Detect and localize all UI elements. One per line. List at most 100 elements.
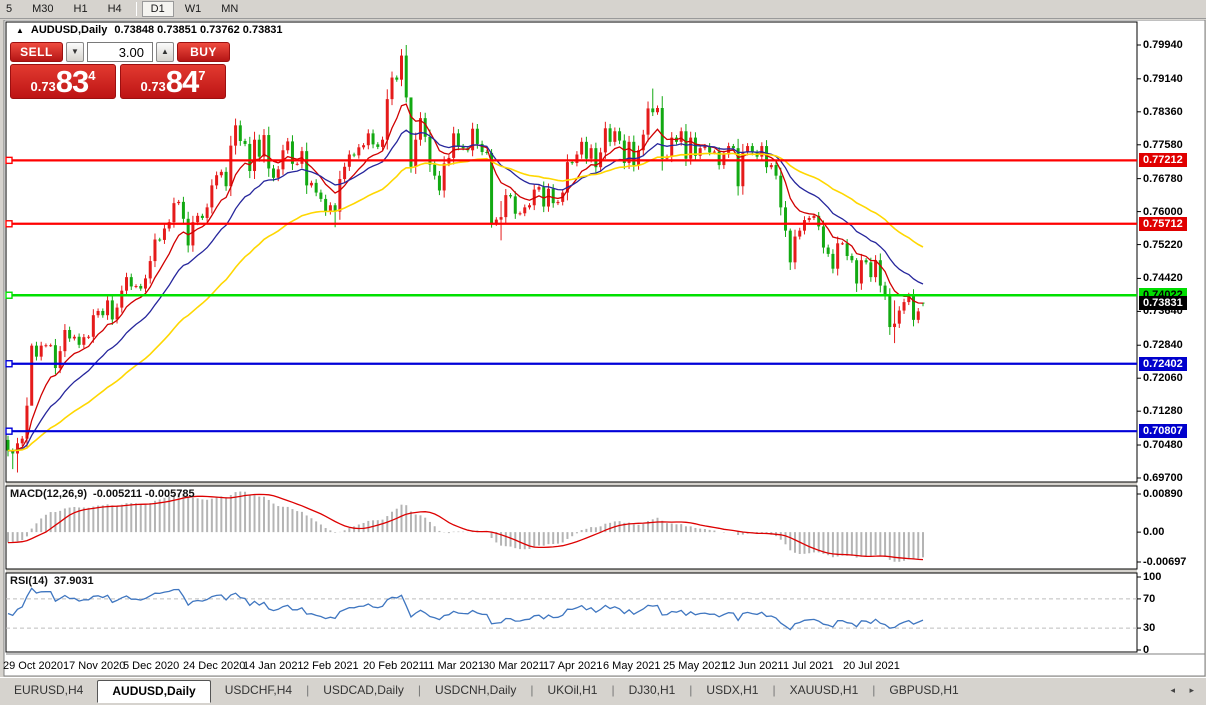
price-tick: 0.76780 (1143, 172, 1183, 185)
timeframe-button-d1[interactable]: D1 (141, 1, 174, 17)
price-tick: 0.76000 (1143, 205, 1183, 218)
ma-line-slow (7, 152, 924, 452)
date-label: 30 Mar 2021 (483, 660, 545, 672)
hline-price-badge: 0.77212 (1139, 153, 1187, 168)
volume-input[interactable] (87, 42, 153, 62)
hline-price-badge: 0.72402 (1139, 356, 1187, 371)
timeframe-button-h1[interactable]: H1 (73, 3, 88, 15)
hline-handle (5, 427, 13, 435)
rsi-name: RSI(14) (10, 575, 48, 587)
rsi-panel (6, 587, 1137, 631)
tab-gbpusd-h1[interactable]: GBPUSD,H1 (889, 683, 959, 697)
macd-tick: 0.00 (1143, 526, 1165, 539)
timeframe-button-5[interactable]: 5 (6, 3, 13, 15)
price-tick: 0.77580 (1143, 138, 1183, 151)
buy-button[interactable]: BUY (177, 42, 230, 62)
date-label: 25 May 2021 (663, 660, 727, 672)
timeframe-button-m30[interactable]: M30 (32, 3, 54, 15)
time-axis[interactable]: 29 Oct 2020 17 Nov 2020 5 Dec 2020 24 Dec 2… (0, 654, 1137, 676)
price-tick: 0.79940 (1143, 39, 1183, 51)
tab-scroll-arrows[interactable]: ◂ ▸ (1170, 685, 1200, 695)
sell-price-sup: 4 (88, 68, 96, 83)
chart-title: ▲ AUDUSD,Daily 0.73848 0.73851 0.73762 0… (16, 24, 283, 36)
tab-audusd-daily[interactable]: AUDUSD,Daily (97, 680, 211, 703)
toolbar-separator (135, 2, 137, 16)
rsi-line (7, 587, 924, 631)
buy-price-panel[interactable]: 0.73 84 7 (120, 64, 226, 99)
tab-separator: | (772, 683, 776, 697)
macd-signal-line (7, 493, 924, 561)
sell-price-big: 83 (55, 64, 89, 99)
rsi-indicator-label: RSI(14) 37.9031 (10, 575, 94, 587)
macd-values: -0.005211 -0.005785 (93, 488, 195, 500)
chart-canvas[interactable] (0, 20, 1206, 677)
rsi-tick: 0 (1143, 644, 1150, 656)
timeframe-button-mn[interactable]: MN (221, 3, 239, 15)
ma-lines (7, 103, 924, 452)
chart-region: ▲ AUDUSD,Daily 0.73848 0.73851 0.73762 0… (0, 20, 1206, 677)
symbol-tabbar: EURUSD,H4 AUDUSD,Daily USDCHF,H4 | USDCAD,Da… (0, 677, 1206, 705)
date-label: 20 Feb 2021 (363, 660, 425, 672)
chart-ohlc-values: 0.73848 0.73851 0.73762 0.73831 (114, 24, 283, 36)
macd-indicator-label: MACD(12,26,9) -0.005211 -0.005785 (10, 488, 195, 500)
chart-symbol-label: AUDUSD,Daily (30, 24, 108, 36)
sell-button[interactable]: SELL (10, 42, 63, 62)
date-label: 17 Nov 2020 (63, 660, 126, 672)
volume-decrease-button[interactable]: ▼ (66, 42, 84, 62)
macd-panel (7, 491, 924, 562)
timeframe-button-w1[interactable]: W1 (184, 3, 202, 15)
tab-separator: | (306, 683, 310, 697)
tab-xauusd-h1[interactable]: XAUUSD,H1 (789, 683, 859, 697)
sell-price-panel[interactable]: 0.73 83 4 (10, 64, 116, 99)
date-label: 17 Apr 2021 (543, 660, 603, 672)
hline-price-badge: 0.70807 (1139, 424, 1187, 439)
date-label: 29 Oct 2020 (3, 660, 63, 672)
tab-separator: | (872, 683, 876, 697)
price-tick: 0.79140 (1143, 72, 1183, 85)
tab-usdx-h1[interactable]: USDX,H1 (706, 683, 759, 697)
hline-handle (5, 220, 13, 228)
horizontal-lines[interactable] (5, 156, 1137, 435)
tab-usdcad-daily[interactable]: USDCAD,Daily (323, 683, 404, 697)
timeframe-toolbar: 5 M30 H1 H4 D1 W1 MN (0, 0, 1206, 19)
tab-separator: | (530, 683, 534, 697)
macd-tick: 0.00890 (1143, 488, 1183, 500)
date-label: 5 Dec 2020 (123, 660, 180, 672)
tab-dj30-h1[interactable]: DJ30,H1 (628, 683, 676, 697)
date-label: 1 Jul 2021 (783, 660, 834, 672)
price-tick: 0.74420 (1143, 272, 1183, 285)
tab-separator: | (611, 683, 615, 697)
volume-increase-button[interactable]: ▲ (156, 42, 174, 62)
macd-name: MACD(12,26,9) (10, 488, 88, 500)
ma-line-fast (7, 103, 924, 452)
tab-ukoil-h1[interactable]: UKOil,H1 (547, 683, 598, 697)
date-label: 6 May 2021 (603, 660, 661, 672)
hline-handle (5, 291, 13, 299)
sell-price-prefix: 0.73 (30, 79, 56, 94)
date-label: 12 Jun 2021 (723, 660, 784, 672)
price-tick: 0.75220 (1143, 238, 1183, 251)
date-label: 20 Jul 2021 (843, 660, 900, 672)
price-tick: 0.72840 (1143, 339, 1183, 352)
rsi-tick: 70 (1143, 592, 1156, 605)
timeframe-button-h4[interactable]: H4 (107, 3, 122, 15)
macd-tick: -0.00697 (1143, 555, 1187, 568)
date-label: 24 Dec 2020 (183, 660, 246, 672)
price-tick: 0.72060 (1143, 372, 1183, 385)
tab-eurusd-h4[interactable]: EURUSD,H4 (14, 683, 84, 697)
buy-price-sup: 7 (198, 68, 206, 83)
tab-usdchf-h4[interactable]: USDCHF,H4 (224, 683, 293, 697)
rsi-tick: 30 (1143, 622, 1156, 635)
current-price-badge: 0.73831 (1139, 296, 1187, 311)
price-axis[interactable]: 0.79940 0.79140 0.78360 0.77580 0.76780 0.760… (1138, 20, 1206, 677)
ma-line-medium (7, 129, 924, 452)
price-tick: 0.78360 (1143, 105, 1183, 118)
tab-separator: | (417, 683, 421, 697)
buy-price-big: 84 (165, 64, 199, 99)
date-label: 2 Feb 2021 (303, 660, 359, 672)
collapse-arrow-icon[interactable]: ▲ (16, 25, 24, 35)
tab-separator: | (689, 683, 693, 697)
tab-usdcnh-daily[interactable]: USDCNH,Daily (435, 683, 517, 697)
